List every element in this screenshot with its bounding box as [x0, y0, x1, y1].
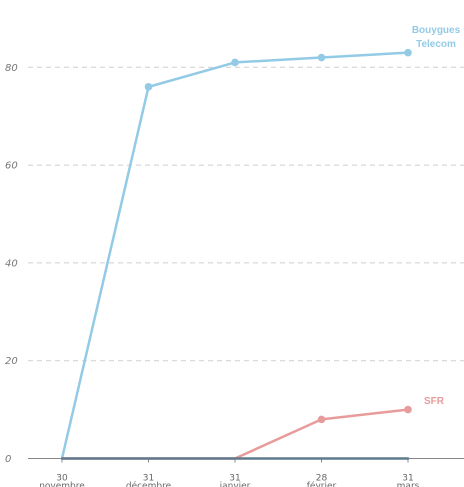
data-point	[231, 58, 239, 67]
x-tick-label-day: 31	[402, 474, 413, 484]
y-tick-label: 60	[5, 161, 18, 172]
series-label: Bouygues	[412, 25, 461, 36]
data-point	[317, 53, 326, 62]
series-lines	[60, 48, 412, 460]
x-tick-label-month: mars	[397, 482, 420, 487]
x-tick-label-month: novembre	[39, 482, 85, 487]
x-tick-label-day: 31	[143, 474, 154, 484]
axes: 02040608030novembre31décembre31janvier28…	[5, 63, 464, 487]
y-tick-label: 0	[5, 454, 11, 465]
x-tick-label-month: décembre	[126, 481, 172, 487]
y-tick-label: 20	[5, 356, 18, 367]
x-tick-label-day: 30	[56, 474, 68, 484]
gridlines	[28, 66, 464, 362]
y-tick-label: 40	[5, 258, 18, 269]
x-tick-label-month: janvier	[219, 482, 251, 487]
y-tick-label: 80	[5, 63, 18, 74]
x-tick-label-day: 31	[229, 474, 240, 484]
series-line	[60, 408, 410, 460]
x-tick-label-day: 28	[316, 474, 328, 484]
data-point	[317, 415, 326, 424]
series-label: SFR	[424, 396, 445, 407]
x-tick-label-month: février	[307, 481, 337, 487]
series-labels: Bouygues Telecom SFR	[412, 25, 461, 407]
series-line	[60, 51, 410, 460]
data-point	[404, 405, 412, 414]
data-point	[404, 48, 412, 57]
data-point	[144, 83, 153, 91]
series-label: Telecom	[416, 39, 456, 50]
